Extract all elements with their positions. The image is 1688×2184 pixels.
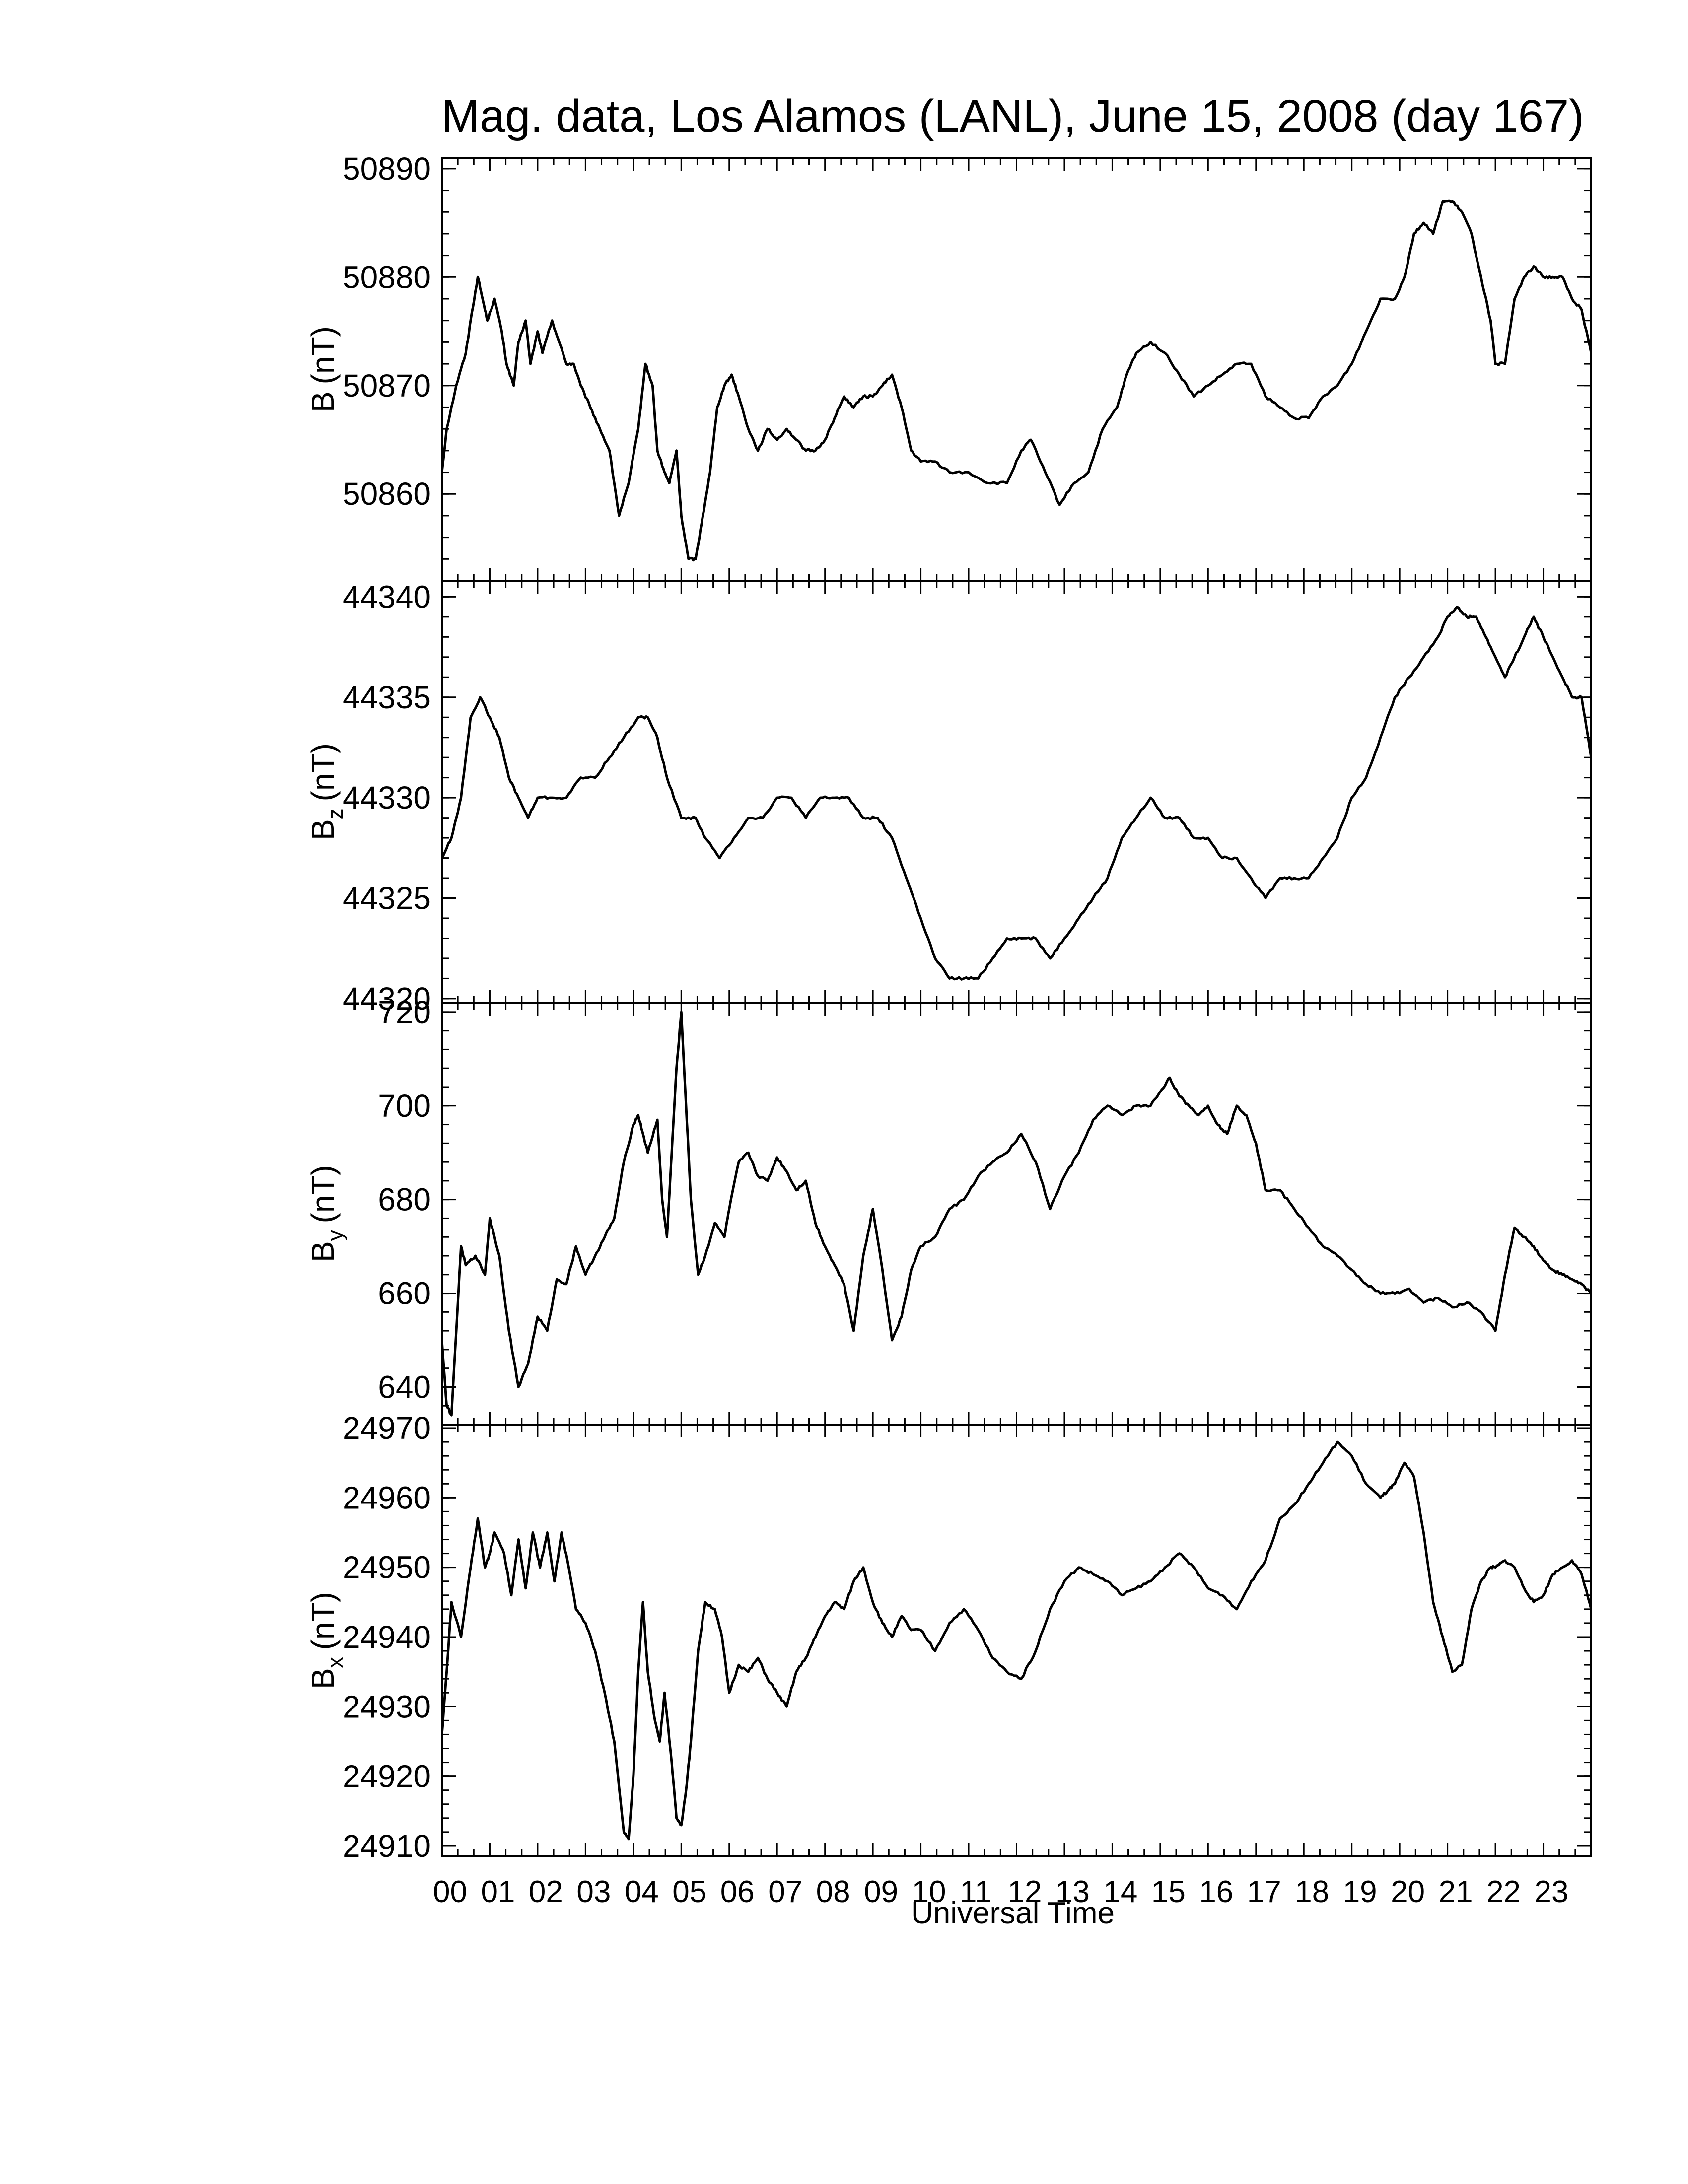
x-tick-label: 12 (1008, 1875, 1042, 1909)
y-ticks: 24910 24920 24930 24940 24950 24960 24970 (343, 1410, 1591, 1864)
y-tick-label: 680 (378, 1182, 431, 1218)
x-tick-label: 06 (720, 1875, 755, 1909)
x-tick-label: 08 (816, 1875, 850, 1909)
y-tick-label: 640 (378, 1369, 431, 1405)
x-tick-label: 01 (481, 1875, 515, 1909)
y-label-base: B (305, 1668, 341, 1689)
series-line (442, 199, 1591, 562)
x-tick-label: 02 (529, 1875, 563, 1909)
y-tick-label: 44330 (343, 780, 431, 816)
x-tick-label: 03 (576, 1875, 611, 1909)
x-tick-label: 18 (1295, 1875, 1329, 1909)
x-tick-label: 05 (672, 1875, 706, 1909)
x-tick-label: 23 (1535, 1875, 1569, 1909)
y-label-subscript: z (323, 808, 348, 819)
y-label-base: B (305, 819, 341, 840)
y-ticks: 44320 44325 44330 44335 44340 (343, 579, 1591, 1017)
x-tick-label: 21 (1439, 1875, 1473, 1909)
y-tick-label: 24970 (343, 1410, 431, 1446)
y-tick-label: 24920 (343, 1759, 431, 1794)
y-label-subscript: y (323, 1230, 348, 1241)
series-line (442, 1440, 1591, 1841)
x-tick-label: 00 (433, 1875, 467, 1909)
y-tick-label: 44335 (343, 680, 431, 715)
figure-title: Mag. data, Los Alamos (LANL), June 15, 2… (441, 91, 1584, 141)
y-label-unit: (nT) (305, 743, 341, 801)
x-ticks (441, 1425, 1592, 1856)
y-tick-label: 660 (378, 1276, 431, 1311)
x-axis-label: Universal Time (911, 1896, 1115, 1930)
x-tick-label: 11 (960, 1875, 991, 1909)
y-tick-label: 24940 (343, 1619, 431, 1655)
y-tick-label: 24960 (343, 1480, 431, 1515)
x-tick-label: 17 (1247, 1875, 1281, 1909)
series-line (442, 606, 1591, 981)
panel-4: 24910 24920 24930 24940 24950 24960 24970 Bx (nT… (305, 1410, 1592, 1864)
x-ticks (441, 1003, 1592, 1425)
y-tick-label: 44340 (343, 579, 431, 614)
series-line (442, 1011, 1591, 1417)
y-axis-label: B (nT) (305, 326, 341, 412)
panel-1: 50860 50870 50880 50890 B (nT) (305, 151, 1592, 582)
x-tick-label: 19 (1343, 1875, 1377, 1909)
x-tick-label: 16 (1199, 1875, 1233, 1909)
y-label-unit: (nT) (305, 1592, 341, 1650)
y-tick-label: 50890 (343, 151, 431, 187)
y-tick-label: 24910 (343, 1828, 431, 1864)
x-tick-label: 13 (1055, 1875, 1090, 1909)
x-tick-label: 10 (912, 1875, 946, 1909)
y-tick-label: 24950 (343, 1550, 431, 1585)
x-ticks (441, 158, 1592, 581)
x-tick-label: 15 (1151, 1875, 1186, 1909)
y-tick-label: 50870 (343, 368, 431, 404)
panel-3: 640 660 680 700 720 By (nT) (305, 994, 1592, 1426)
panel-2: 44320 44325 44330 44335 44340 Bz (nT) (305, 579, 1592, 1017)
y-tick-label: 700 (378, 1088, 431, 1124)
y-axis-label: By (nT) (305, 1165, 348, 1262)
y-tick-label: 50880 (343, 259, 431, 295)
y-label-base: B (305, 1241, 341, 1262)
y-label-unit: (nT) (305, 326, 341, 384)
y-tick-label: 720 (378, 994, 431, 1030)
y-tick-label: 44320 (343, 981, 431, 1017)
y-tick-label: 44325 (343, 881, 431, 916)
x-tick-label: 09 (864, 1875, 898, 1909)
y-label-base: B (305, 391, 341, 412)
y-label-subscript: x (323, 1657, 348, 1668)
y-tick-label: 50860 (343, 476, 431, 512)
y-ticks: 640 660 680 700 720 (378, 994, 1591, 1426)
y-ticks: 50860 50870 50880 50890 (343, 151, 1591, 582)
x-tick-label: 07 (768, 1875, 802, 1909)
panels: 50860 50870 50880 50890 B (nT) 44320 44325 44330… (305, 151, 1592, 1864)
y-tick-label: 24930 (343, 1689, 431, 1724)
x-tick-label: 22 (1486, 1875, 1521, 1909)
x-tick-label: 20 (1391, 1875, 1425, 1909)
y-axis-label: Bz (nT) (305, 743, 348, 840)
x-tick-labels: 00 01 02 03 04 05 06 07 08 09 10 11 12 13 14 15 16 17 18 19… (433, 1875, 1569, 1909)
x-ticks (441, 581, 1592, 1003)
x-tick-label: 14 (1103, 1875, 1137, 1909)
x-tick-label: 04 (625, 1875, 659, 1909)
y-label-unit: (nT) (305, 1165, 341, 1223)
y-axis-label: Bx (nT) (305, 1592, 348, 1689)
